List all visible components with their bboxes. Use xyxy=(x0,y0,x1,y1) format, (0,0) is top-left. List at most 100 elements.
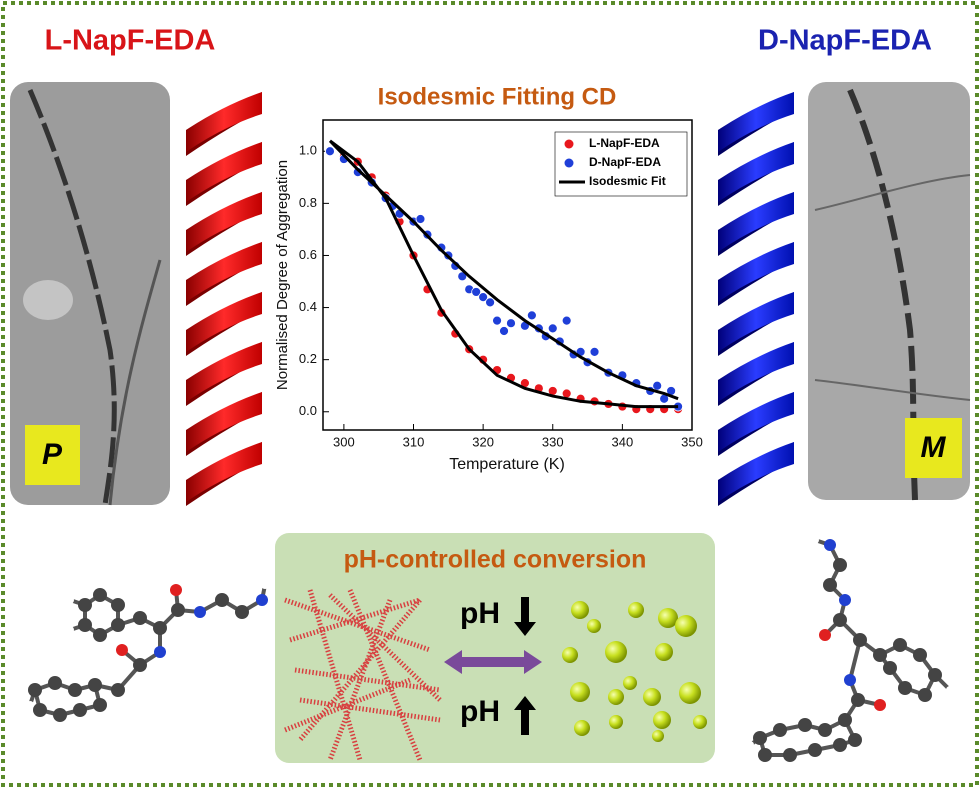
atom xyxy=(838,713,852,727)
atom xyxy=(133,611,147,625)
y-tick-label: 0.8 xyxy=(299,195,317,210)
atom xyxy=(88,678,102,692)
atom xyxy=(773,723,787,737)
sphere xyxy=(587,619,601,633)
helix-right xyxy=(718,92,794,506)
fit-line xyxy=(328,139,679,409)
x-tick-label: 350 xyxy=(681,434,703,449)
tem-left: P xyxy=(10,82,170,506)
sphere xyxy=(628,602,644,618)
atom xyxy=(798,718,812,732)
sphere xyxy=(655,643,673,661)
left-title: L-NapF-EDA xyxy=(45,25,216,57)
helix-front xyxy=(718,392,794,452)
atom xyxy=(28,683,42,697)
tem-right: M xyxy=(808,82,971,501)
sphere xyxy=(653,711,671,729)
helix-front xyxy=(186,342,262,402)
arrow-up xyxy=(514,696,536,735)
right-title: D-NapF-EDA xyxy=(758,25,932,57)
ph-label: pH xyxy=(460,695,500,728)
atom xyxy=(833,738,847,752)
sphere xyxy=(570,682,590,702)
atom xyxy=(833,613,847,627)
atom xyxy=(873,648,887,662)
atom xyxy=(833,558,847,572)
x-tick-label: 320 xyxy=(472,434,494,449)
point xyxy=(325,146,335,157)
legend-box xyxy=(554,131,688,197)
atom xyxy=(66,596,74,604)
sphere xyxy=(608,689,624,705)
sphere xyxy=(571,601,589,619)
point xyxy=(485,297,495,308)
atom xyxy=(78,618,92,632)
helix-front xyxy=(718,192,794,252)
atom xyxy=(215,593,229,607)
x-tick-label: 310 xyxy=(403,434,425,449)
point xyxy=(589,346,600,357)
atom xyxy=(811,536,819,544)
chart-title: Isodesmic Fitting CD xyxy=(378,83,617,110)
atom xyxy=(93,588,107,602)
atom xyxy=(918,688,932,702)
helix-front xyxy=(186,442,262,502)
atom xyxy=(171,603,185,617)
y-tick-label: 0.2 xyxy=(299,351,317,366)
atom xyxy=(913,648,927,662)
helix-front xyxy=(718,342,794,402)
sphere xyxy=(562,647,578,663)
sphere xyxy=(693,715,707,729)
fiber xyxy=(299,697,441,723)
point xyxy=(652,380,663,391)
legend-swatch xyxy=(564,158,574,168)
atom xyxy=(93,698,107,712)
x-tick-label: 330 xyxy=(542,434,564,449)
point xyxy=(561,315,572,326)
spheres xyxy=(562,601,707,742)
point xyxy=(471,287,482,297)
atom xyxy=(824,539,836,551)
atom xyxy=(753,731,767,745)
y-tick-label: 1.0 xyxy=(299,143,317,158)
fibers xyxy=(284,589,442,761)
atom xyxy=(133,658,147,672)
helix-left xyxy=(186,92,262,506)
point xyxy=(499,326,509,336)
atom xyxy=(851,693,865,707)
sphere xyxy=(609,715,623,729)
fiber xyxy=(347,589,423,761)
point xyxy=(547,323,558,334)
atom xyxy=(818,723,832,737)
atom xyxy=(154,646,166,658)
fiber xyxy=(289,597,421,643)
x-tick-label: 300 xyxy=(333,434,355,449)
atom xyxy=(261,581,269,589)
atom xyxy=(819,629,831,641)
fiber xyxy=(284,597,431,653)
fiber xyxy=(298,598,422,742)
legend-label: D-NapF-EDA xyxy=(589,155,661,169)
legend-label: L-NapF-EDA xyxy=(589,136,660,150)
atom xyxy=(53,708,67,722)
atom xyxy=(153,621,167,635)
atom xyxy=(111,683,125,697)
point xyxy=(492,315,502,326)
sphere xyxy=(643,688,661,706)
helix-front xyxy=(186,142,262,202)
y-axis-label: Normalised Degree of Aggregation xyxy=(274,160,291,390)
atom xyxy=(256,594,268,606)
y-tick-label: 0.0 xyxy=(299,403,317,418)
fiber xyxy=(327,599,393,761)
atom xyxy=(194,606,206,618)
atom xyxy=(848,733,862,747)
atom xyxy=(893,638,907,652)
helix-front xyxy=(718,92,794,152)
atom xyxy=(73,703,87,717)
legend-swatch xyxy=(564,139,574,149)
molecule-left xyxy=(26,581,269,722)
double-arrow xyxy=(444,650,542,674)
sphere xyxy=(574,720,590,736)
